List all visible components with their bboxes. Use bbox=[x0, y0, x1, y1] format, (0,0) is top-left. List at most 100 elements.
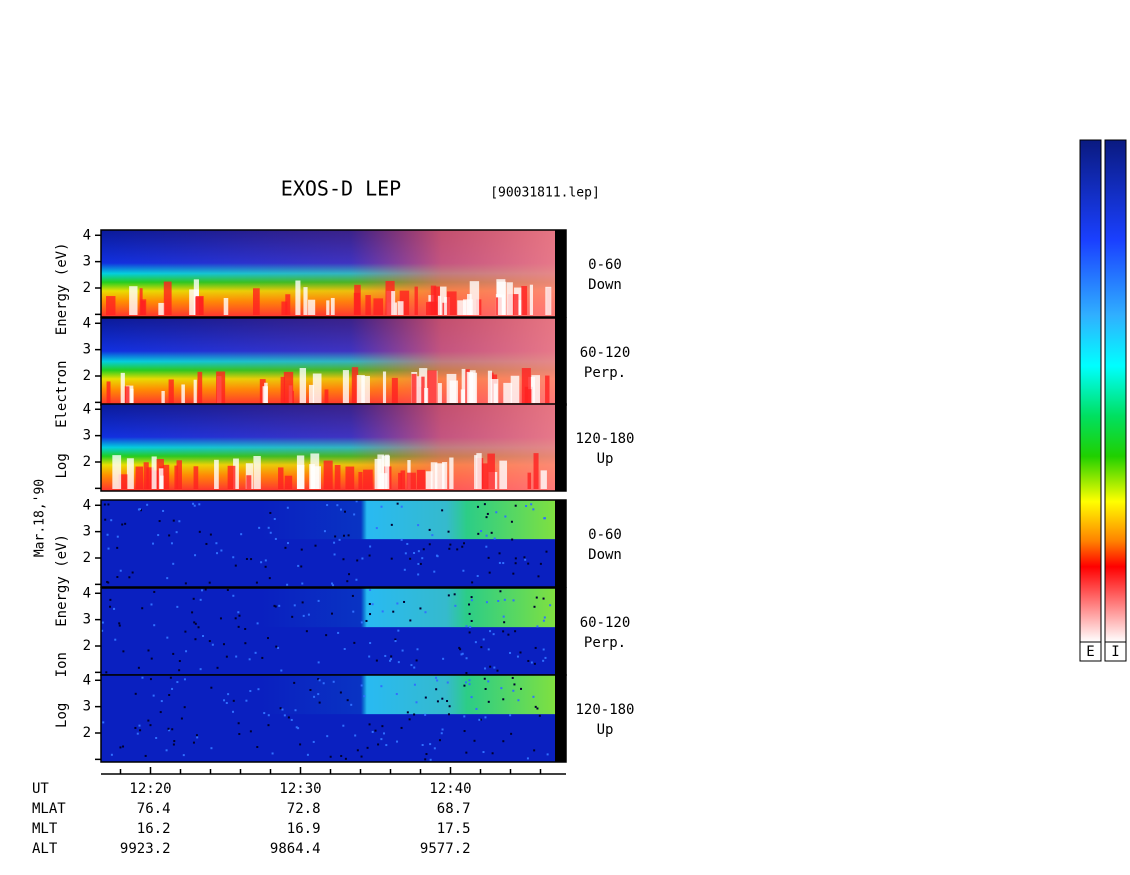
spectrogram-noise bbox=[116, 576, 119, 579]
y-tick-label: 2 bbox=[83, 368, 91, 384]
spectrogram-noise bbox=[199, 598, 202, 601]
spectrogram-noise bbox=[216, 666, 219, 669]
spectrogram-noise bbox=[178, 669, 181, 672]
spectrogram-noise bbox=[166, 636, 169, 639]
spectrogram-noise bbox=[192, 597, 195, 600]
spectrogram-noise bbox=[160, 700, 163, 703]
spectrogram-burst bbox=[280, 376, 285, 403]
spectrogram-noise bbox=[144, 754, 147, 757]
spectrogram-burst bbox=[498, 294, 505, 315]
spectrogram-noise bbox=[484, 716, 487, 719]
panel-frame bbox=[100, 499, 567, 588]
spectrogram-burst bbox=[399, 290, 410, 315]
spectrogram-burst bbox=[129, 286, 138, 315]
spectrogram-noise bbox=[150, 603, 153, 606]
file-label: [90031811.lep] bbox=[490, 186, 600, 201]
spectrogram-noise bbox=[488, 571, 491, 574]
spectrogram-noise bbox=[258, 526, 261, 529]
spectrogram-noise bbox=[109, 605, 112, 608]
spectrogram-noise bbox=[268, 577, 271, 580]
spectrogram-burst bbox=[130, 388, 134, 403]
spectrogram-noise bbox=[470, 599, 473, 602]
spectrogram-noise bbox=[542, 597, 545, 600]
spectrogram-burst bbox=[382, 371, 387, 403]
spectrogram-burst bbox=[181, 384, 185, 403]
panel-edge bbox=[555, 588, 566, 675]
spectrogram-burst bbox=[466, 371, 473, 403]
spectrogram-noise bbox=[403, 568, 406, 571]
spectrogram-noise bbox=[245, 557, 248, 560]
spectrogram-noise bbox=[291, 615, 294, 618]
spectrogram-burst bbox=[158, 302, 165, 315]
panel-direction: Up bbox=[597, 451, 614, 467]
spectrogram-noise bbox=[545, 550, 548, 553]
spectrogram-noise bbox=[413, 683, 416, 686]
spectrogram-noise bbox=[170, 542, 173, 545]
spectrogram-noise bbox=[380, 685, 383, 688]
spectrogram-burst bbox=[531, 375, 541, 403]
spectrogram-burst bbox=[174, 465, 178, 489]
spectrogram-burst bbox=[365, 295, 371, 315]
spectrogram-burst bbox=[324, 389, 329, 403]
spectrogram-burst bbox=[285, 294, 291, 315]
y-tick-label: 2 bbox=[83, 280, 91, 296]
spectrogram-noise bbox=[375, 659, 378, 662]
spectrogram-noise bbox=[274, 537, 277, 540]
panel-edge bbox=[555, 230, 566, 317]
spectrogram-noise bbox=[306, 753, 309, 756]
spectrogram-noise bbox=[183, 706, 186, 709]
spectrogram-noise bbox=[277, 646, 280, 649]
spectrogram-noise bbox=[539, 562, 542, 565]
spectrogram-burst bbox=[479, 463, 488, 489]
spectrogram-burst bbox=[503, 382, 513, 403]
spectrogram-burst bbox=[193, 466, 199, 489]
panel-direction: Up bbox=[597, 722, 614, 738]
spectrogram-noise bbox=[375, 527, 378, 530]
spectrogram-noise bbox=[295, 726, 298, 729]
spectrogram-burst bbox=[487, 453, 495, 489]
spectrogram-noise bbox=[453, 593, 456, 596]
spectrogram-noise bbox=[406, 542, 409, 545]
spectrogram-noise bbox=[269, 511, 272, 514]
spectrogram-burst bbox=[312, 373, 322, 403]
panel-edge bbox=[555, 318, 566, 405]
spectrogram-noise bbox=[124, 522, 127, 525]
ephemeris-value: 9923.2 bbox=[120, 841, 171, 857]
spectrogram-noise bbox=[512, 572, 515, 575]
spectrogram-burst bbox=[391, 377, 398, 403]
spectrogram-noise bbox=[134, 726, 137, 729]
spectrogram-noise bbox=[428, 528, 431, 531]
spectrogram-noise bbox=[162, 509, 165, 512]
spectrogram-noise bbox=[254, 651, 257, 654]
spectrogram-burst bbox=[143, 462, 149, 489]
spectrogram-burst bbox=[252, 288, 260, 315]
spectrogram-noise bbox=[237, 722, 240, 725]
spectrogram-burst bbox=[437, 383, 442, 403]
spectrogram-noise bbox=[101, 621, 104, 624]
spectrogram-noise bbox=[534, 705, 537, 708]
spectrogram-noise bbox=[182, 754, 185, 757]
spectrogram-burst bbox=[509, 294, 519, 315]
spectrogram-noise bbox=[535, 596, 538, 599]
spectrogram-noise bbox=[397, 629, 400, 632]
spectrogram-burst bbox=[139, 288, 143, 315]
spectrogram-noise bbox=[185, 650, 188, 653]
spectrogram-noise bbox=[534, 646, 537, 649]
spectrogram-noise bbox=[339, 691, 342, 694]
spectrogram-noise bbox=[482, 751, 485, 754]
spectrogram-noise bbox=[208, 640, 211, 643]
spectrogram-burst bbox=[528, 376, 535, 403]
spectrogram-burst bbox=[510, 375, 520, 403]
panel-angle: 60-120 bbox=[580, 345, 631, 361]
spectrogram-noise bbox=[396, 502, 399, 505]
spectrogram-noise bbox=[523, 556, 526, 559]
spectrogram-noise bbox=[502, 562, 505, 565]
spectrogram-burst bbox=[460, 389, 465, 403]
spectrogram-noise bbox=[149, 724, 152, 727]
spectrogram-noise bbox=[381, 725, 384, 728]
spectrogram-noise bbox=[326, 504, 329, 507]
spectrogram-noise bbox=[400, 538, 403, 541]
spectrogram-burst bbox=[529, 284, 534, 315]
row-label: UT bbox=[32, 781, 49, 797]
spectrogram-noise bbox=[465, 657, 468, 660]
